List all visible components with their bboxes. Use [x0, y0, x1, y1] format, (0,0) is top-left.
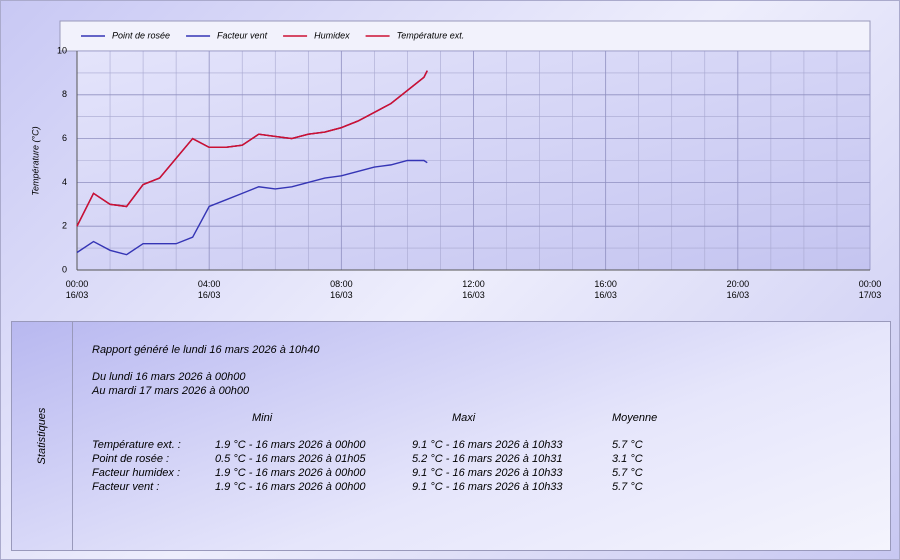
- stats-header: Maxi: [452, 412, 476, 424]
- y-axis-label: Température (°C): [30, 126, 40, 195]
- stats-cell: 9.1 °C - 16 mars 2026 à 10h33: [412, 467, 563, 479]
- legend-label: Température ext.: [397, 30, 465, 40]
- stats-cell: 3.1 °C: [612, 453, 643, 465]
- from-line: Du lundi 16 mars 2026 à 00h00: [92, 371, 246, 383]
- stats-side-label: Statistiques: [36, 407, 48, 465]
- series-line: [76, 70, 428, 227]
- stats-header: Moyenne: [612, 412, 658, 424]
- x-tick-label: 00:00 16/03: [65, 279, 89, 300]
- stats-cell: 9.1 °C - 16 mars 2026 à 10h33: [412, 481, 563, 493]
- stats-cell: 5.7 °C: [612, 467, 643, 479]
- report-line: Rapport généré le lundi 16 mars 2026 à 1…: [92, 344, 320, 356]
- x-tick-label: 16:00 16/03: [594, 279, 617, 300]
- stats-cell: 5.7 °C: [612, 481, 643, 493]
- x-tick-label: 12:00 16/03: [462, 279, 485, 300]
- stats-cell: Température ext. :: [92, 439, 181, 451]
- series-line: [76, 159, 428, 256]
- stats-cell: 0.5 °C - 16 mars 2026 à 01h05: [215, 453, 366, 465]
- legend-label: Facteur vent: [217, 30, 268, 40]
- stats-cell: Facteur humidex :: [92, 467, 181, 479]
- stats-cell: 9.1 °C - 16 mars 2026 à 10h33: [412, 439, 563, 451]
- y-tick-label: 6: [62, 133, 67, 143]
- y-tick-label: 8: [62, 89, 67, 99]
- stats-header: Mini: [252, 412, 273, 424]
- x-tick-label: 04:00 16/03: [197, 279, 221, 300]
- stats-cell: 1.9 °C - 16 mars 2026 à 00h00: [215, 439, 366, 451]
- legend-label: Point de rosée: [112, 30, 170, 40]
- x-tick-label: 20:00 16/03: [726, 279, 750, 300]
- y-tick-label: 0: [62, 264, 67, 274]
- stats-cell: 5.7 °C: [612, 439, 643, 451]
- y-tick-label: 4: [62, 177, 67, 187]
- y-tick-label: 2: [62, 221, 67, 231]
- stats-cell: Point de rosée :: [92, 453, 170, 465]
- y-tick-label: 10: [57, 45, 67, 55]
- stats-cell: 1.9 °C - 16 mars 2026 à 00h00: [215, 481, 366, 493]
- stats-panel: Statistiques Rapport généré le lundi 16 …: [11, 321, 891, 551]
- chart: Température (°C) 0 2 4 6 8 10 Point de rosée Fa…: [30, 20, 871, 274]
- x-tick-label: 08:00 16/03: [330, 279, 353, 300]
- stats-cell: 1.9 °C - 16 mars 2026 à 00h00: [215, 467, 366, 479]
- to-line: Au mardi 17 mars 2026 à 00h00: [92, 385, 250, 397]
- legend-label: Humidex: [314, 30, 350, 40]
- stats-cell: Facteur vent :: [92, 481, 160, 493]
- x-tick-label: 00:00 17/03: [858, 279, 882, 300]
- stats-cell: 5.2 °C - 16 mars 2026 à 10h31: [412, 453, 563, 465]
- legend-box: [59, 20, 871, 52]
- stats-side: Statistiques: [12, 322, 73, 550]
